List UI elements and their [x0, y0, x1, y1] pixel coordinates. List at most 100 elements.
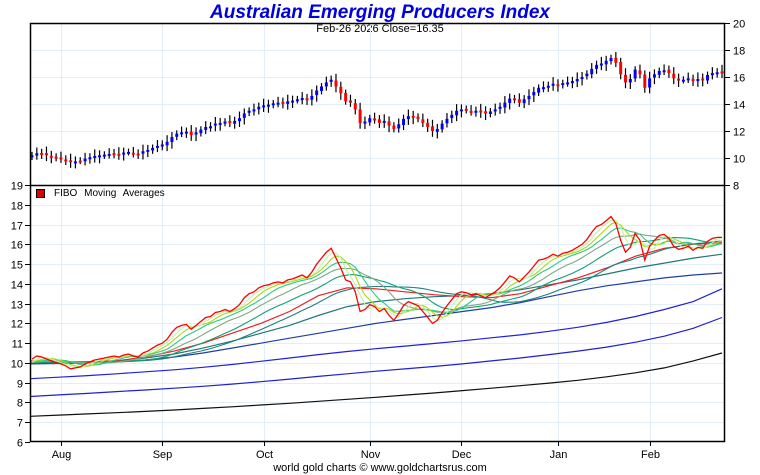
y-tick-label: 12 [733, 127, 745, 139]
candle-body [59, 157, 63, 160]
candle-body [64, 159, 68, 162]
candle-body [503, 102, 507, 108]
candle-body [300, 97, 304, 101]
candle-body [421, 119, 425, 123]
candle-body [54, 156, 58, 159]
candle-body [247, 110, 251, 113]
y-tick-label: 13 [11, 300, 23, 312]
candle-body [291, 100, 295, 103]
candle-body [348, 100, 352, 103]
candle-body [590, 68, 594, 75]
candle-body [237, 118, 241, 122]
candle-body [40, 153, 44, 156]
candle-body [295, 99, 299, 102]
plot-frame [29, 22, 726, 443]
candle-body [464, 108, 468, 111]
ma-line-ma-89 [30, 253, 723, 364]
candle-body [281, 101, 285, 104]
candle-body [517, 99, 521, 103]
candle-body [657, 70, 661, 75]
candle-body [194, 132, 198, 135]
candle-body [271, 103, 275, 106]
candle-body [532, 91, 536, 96]
ma-line-ma-610 [29, 352, 723, 417]
candle-body [170, 137, 174, 143]
candle-body [252, 109, 256, 112]
candle-body [257, 106, 261, 110]
y-tick-label: 10 [11, 359, 23, 371]
candle-body [566, 82, 570, 85]
candle-body [344, 92, 348, 102]
y-tick-label: 16 [733, 73, 745, 85]
x-tick-label: Oct [256, 449, 273, 461]
candle-body [662, 70, 666, 73]
candle-body [513, 98, 517, 101]
candle-body [556, 84, 560, 87]
candle-body [595, 64, 599, 69]
candle-body [392, 125, 396, 129]
candle-body [652, 74, 656, 78]
candle-body [223, 121, 227, 124]
candle-body [527, 95, 531, 100]
upper-gridlines [30, 23, 725, 185]
candle-body [691, 78, 695, 82]
y-tick-label: 6 [17, 438, 23, 450]
candle-body [204, 126, 208, 130]
candle-body [484, 111, 488, 114]
candle-body [498, 106, 502, 109]
candle-body [242, 113, 246, 118]
candle-body [397, 124, 401, 129]
x-tick-label: Aug [52, 449, 72, 461]
candle-body [73, 161, 77, 164]
candle-body [459, 109, 463, 112]
candle-body [431, 126, 434, 131]
candle-body [672, 73, 676, 79]
candle-body [122, 152, 126, 155]
candle-body [184, 131, 188, 134]
candle-body [455, 110, 459, 116]
ma-line-21 [31, 237, 723, 364]
legend: FIBO Moving Averages [36, 188, 165, 199]
candle-body [628, 79, 632, 83]
candle-body [546, 85, 550, 88]
candle-body [570, 81, 574, 84]
legend-swatch [36, 189, 45, 198]
candle-body [112, 153, 116, 156]
candle-body [382, 120, 386, 123]
candle-body [469, 110, 473, 113]
y-tick-label: 11 [12, 339, 23, 351]
y-tick-label: 17 [11, 221, 23, 233]
candle-body [599, 63, 603, 66]
candle-body [98, 155, 102, 158]
candle-body [681, 79, 685, 82]
candle-body [633, 69, 637, 79]
candle-body [638, 70, 642, 75]
candlestick-series [30, 52, 724, 169]
ma-line-8 [31, 227, 723, 366]
candle-body [508, 98, 512, 103]
footer-credit: world gold charts © www.goldchartsrus.co… [273, 462, 487, 474]
candle-body [83, 158, 87, 162]
candle-body [30, 155, 34, 158]
candle-body [266, 104, 270, 107]
candle-body [648, 78, 652, 88]
legend-label: FIBO Moving Averages [54, 188, 165, 199]
candle-body [493, 109, 497, 112]
upper-y-axis: 8 10 12 14 16 18 20 [725, 19, 745, 193]
candle-body [686, 78, 690, 81]
candle-body [209, 126, 213, 129]
candle-body [339, 86, 343, 94]
x-tick-label: Sep [153, 449, 173, 461]
candle-body [151, 147, 155, 151]
candle-body [329, 79, 333, 82]
candle-body [213, 123, 217, 126]
candle-body [358, 109, 362, 123]
candle-body [320, 86, 323, 92]
candle-body [262, 105, 266, 108]
x-tick-label: Feb [641, 449, 660, 461]
candle-body [189, 131, 193, 136]
candle-body [107, 153, 111, 156]
candle-body [445, 118, 449, 124]
candle-body [88, 157, 92, 160]
candle-body [102, 154, 106, 157]
